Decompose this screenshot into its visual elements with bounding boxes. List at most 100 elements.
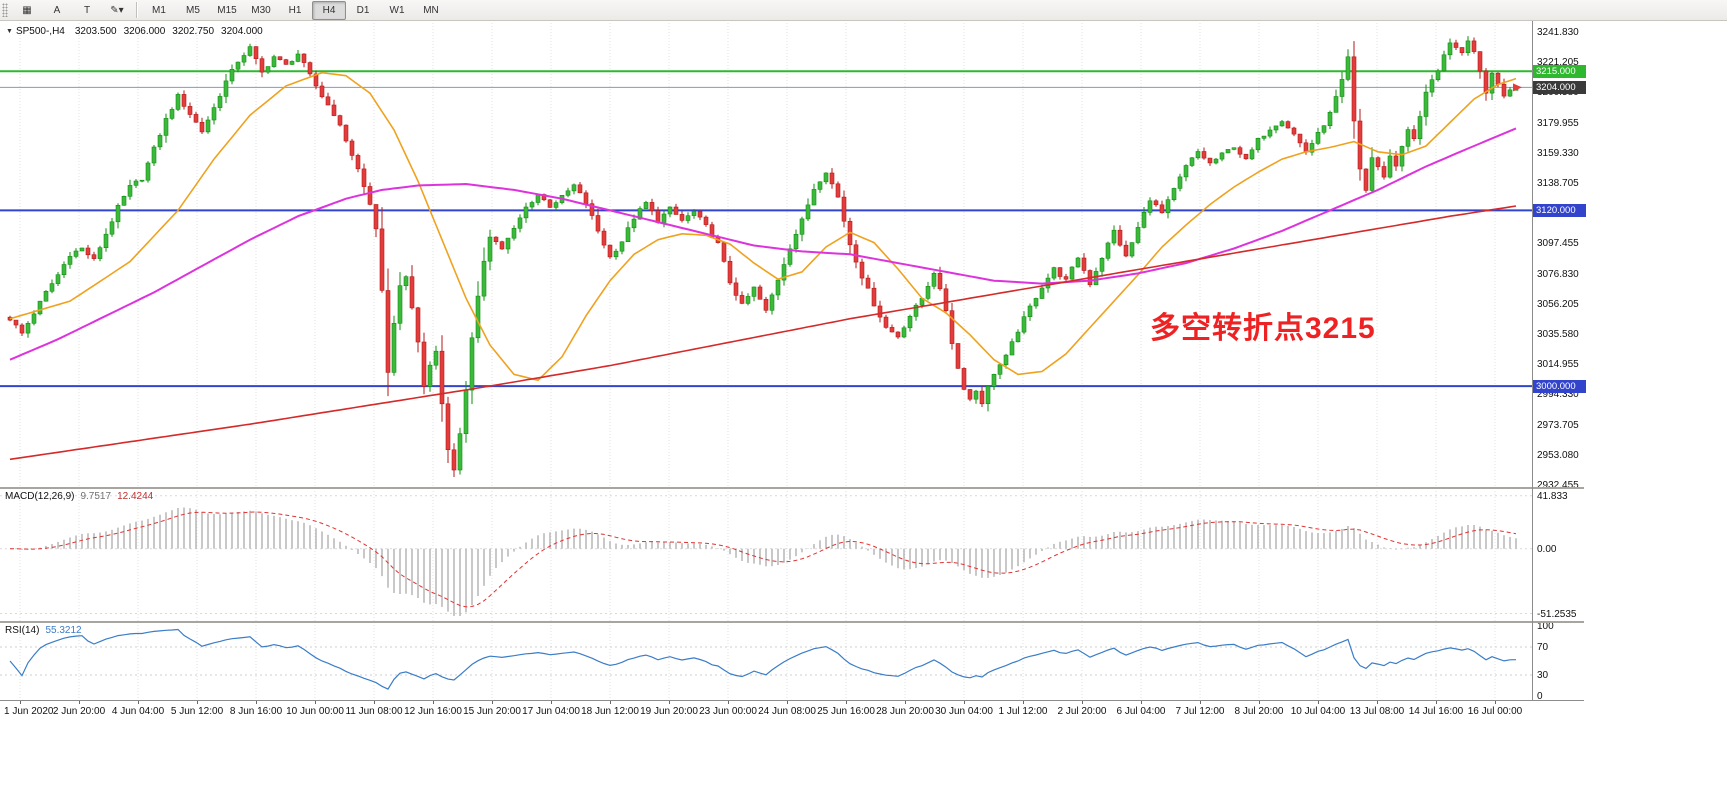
time-tick [1318,701,1319,704]
time-tick [433,701,434,704]
time-tick [846,701,847,704]
open-value: 3203.500 [74,26,117,37]
symbol-dropdown-icon[interactable]: ▼ [6,28,13,35]
timeframe-button-h1[interactable]: H1 [288,4,302,16]
timeframe-button-h4[interactable]: H4 [312,0,346,20]
macd-scale-label: 0.00 [1537,544,1557,555]
price-tick: 3097.455 [1537,238,1579,249]
rsi-scale-label: 70 [1537,642,1549,653]
macd-panel-canvas[interactable] [0,488,1532,622]
panel-splitter-rsi[interactable] [0,621,1584,623]
text-annotation-tool-button[interactable]: A [53,4,61,16]
price-axis-column[interactable]: 3241.8303221.2053200.5803179.9553159.330… [1533,20,1727,722]
time-label: 23 Jun 00:00 [699,706,757,717]
time-label: 1 Jul 12:00 [998,706,1048,717]
macd-scale-label: 41.833 [1537,491,1568,502]
rsi-indicator-label: RSI(14) 55.3212 [5,625,82,636]
symbol-period-label: SP500-,H4 [15,26,65,37]
text-tool-button[interactable]: T [83,4,91,16]
price-tick: 3076.830 [1537,269,1579,280]
price-tick: 3241.830 [1537,27,1579,38]
low-value: 3202.750 [172,26,215,37]
time-tick [1082,701,1083,704]
toolbar-timeframes-group: M1 M5 M15 M30 H1 H4 D1 W1 MN [142,0,448,20]
rsi-scale-label: 0 [1537,691,1543,702]
macd-name: MACD(12,26,9) [5,491,75,502]
time-label: 6 Jul 04:00 [1116,706,1166,717]
toolbar-drag-handle[interactable] [2,3,8,17]
time-label: 19 Jun 20:00 [640,706,698,717]
ma-mid-line [9,127,1517,361]
macd-signal-value: 12.4244 [117,491,154,502]
ma-slow-line [9,205,1517,461]
price-tick: 3056.205 [1537,299,1579,310]
time-label: 30 Jun 04:00 [935,706,993,717]
time-label: 2 Jul 20:00 [1057,706,1107,717]
timeframe-button-w1[interactable]: W1 [389,4,405,16]
time-label: 2 Jun 20:00 [52,706,106,717]
rsi-line [9,628,1517,690]
time-axis[interactable]: 1 Jun 2020 2 Jun 20:00 4 Jun 04:00 5 Jun 12… [0,701,1584,722]
last-price-arrow [1513,83,1522,92]
price-badge-3204.000: 3204.000 [1533,81,1586,94]
time-tick [374,701,375,704]
macd-scale-label: -51.2535 [1537,609,1577,620]
panel-splitter-macd[interactable] [0,487,1584,489]
price-tick: 3138.705 [1537,178,1579,189]
time-label: 1 Jun 2020 [4,706,54,717]
drawing-tools-dropdown-button[interactable]: ✎▾ [110,4,124,16]
time-tick [197,701,198,704]
time-tick [1377,701,1378,704]
time-tick [905,701,906,704]
time-tick [728,701,729,704]
timeframe-button-d1[interactable]: D1 [356,4,370,16]
time-tick [1436,701,1437,704]
time-label: 24 Jun 08:00 [758,706,816,717]
price-tick: 3014.955 [1537,359,1579,370]
time-label: 8 Jul 20:00 [1234,706,1284,717]
time-label: 28 Jun 20:00 [876,706,934,717]
time-tick [20,701,21,704]
time-tick [787,701,788,704]
time-tick [315,701,316,704]
time-tick [1200,701,1201,704]
price-tick: 3035.580 [1537,329,1579,340]
annotation-text[interactable]: 多空转折点3215 [1150,312,1376,345]
rsi-name: RSI(14) [5,625,40,636]
time-tick [1259,701,1260,704]
time-label: 25 Jun 16:00 [817,706,875,717]
timeframe-button-m30[interactable]: M30 [251,4,271,16]
price-tick: 2973.705 [1537,420,1579,431]
rsi-panel-canvas[interactable] [0,622,1532,700]
time-label: 10 Jun 00:00 [286,706,344,717]
high-value: 3206.000 [123,26,166,37]
price-chart-canvas[interactable] [0,20,1532,488]
time-label: 11 Jun 08:00 [345,706,403,717]
time-tick [138,701,139,704]
timeframe-button-m5[interactable]: M5 [186,4,200,16]
price-axis-border [1532,20,1533,700]
time-tick [492,701,493,704]
timeframe-button-mn[interactable]: MN [423,4,439,16]
time-label: 16 Jul 00:00 [1467,706,1523,717]
price-tick: 3159.330 [1537,148,1579,159]
time-axis-border [0,700,1584,701]
time-tick [79,701,80,704]
price-badge-3120.000: 3120.000 [1533,204,1586,217]
price-badge-3215.000: 3215.000 [1533,65,1586,78]
timeframe-button-m15[interactable]: M15 [217,4,237,16]
timeframe-button-m1[interactable]: M1 [152,4,166,16]
time-label: 14 Jul 16:00 [1408,706,1464,717]
rsi-scale-label: 30 [1537,670,1549,681]
rsi-scale-label: 100 [1537,621,1554,632]
grid-tool-button[interactable]: ▦ [22,4,32,16]
time-label: 5 Jun 12:00 [170,706,224,717]
price-tick: 3179.955 [1537,118,1579,129]
time-tick [1495,701,1496,704]
time-tick [551,701,552,704]
time-label: 12 Jun 16:00 [404,706,462,717]
time-tick [964,701,965,704]
time-label: 7 Jul 12:00 [1175,706,1225,717]
macd-main-value: 9.7517 [80,491,112,502]
